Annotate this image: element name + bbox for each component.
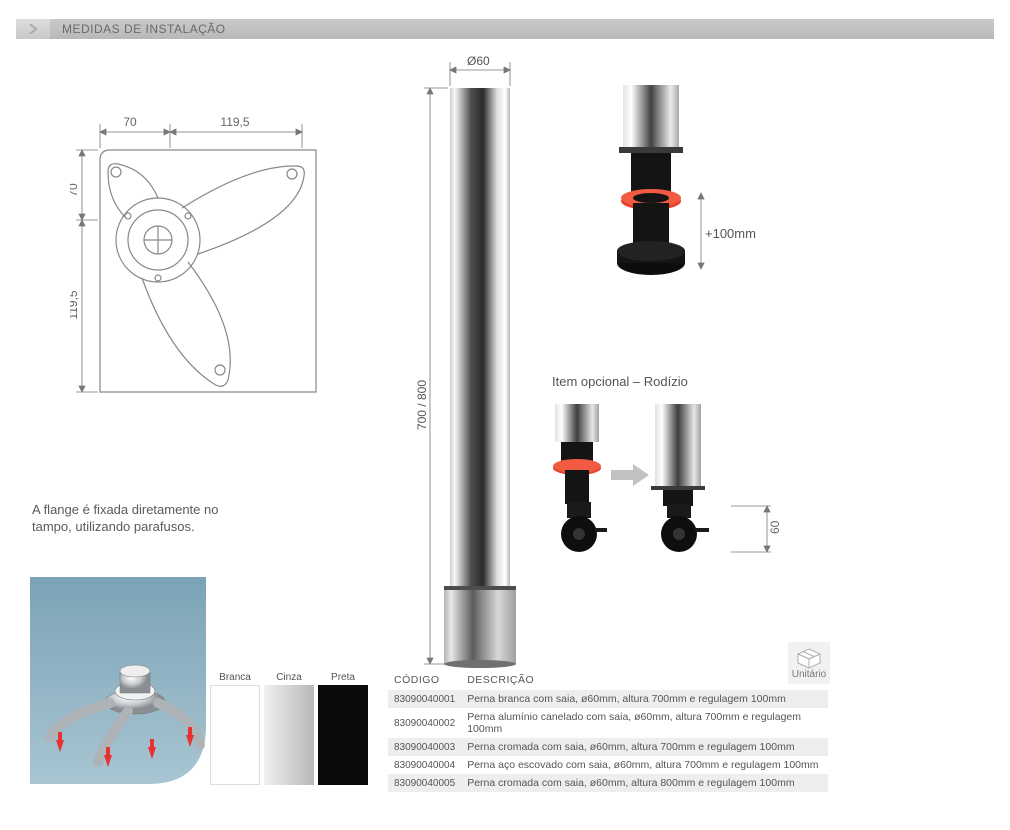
- table-row: 83090040004Perna aço escovado com saia, …: [388, 756, 828, 774]
- tube-height-label: 700 / 800: [415, 380, 429, 430]
- table-cell-code: 83090040004: [388, 756, 461, 774]
- dim-left-bottom: 119,5: [70, 290, 80, 319]
- product-table: CÓDIGO DESCRIÇÃO 83090040001Perna branca…: [388, 670, 828, 792]
- caster-dim-label: 60: [768, 520, 782, 534]
- color-swatches: Branca Cinza Preta: [210, 672, 368, 785]
- dim-top-right: 119,5: [220, 115, 249, 129]
- box-icon: [796, 647, 822, 669]
- swatch-label: Preta: [331, 672, 355, 683]
- table-header-code: CÓDIGO: [388, 670, 461, 690]
- swatch-color: [210, 685, 260, 785]
- table-cell-desc: Perna cromada com saia, ø60mm, altura 80…: [461, 774, 828, 792]
- caster-diagram: 60: [551, 404, 781, 559]
- swatch-color: [318, 685, 368, 785]
- table-cell-code: 83090040005: [388, 774, 461, 792]
- table-header-desc: DESCRIÇÃO: [461, 670, 828, 690]
- flange-photo: [30, 577, 206, 784]
- table-row: 83090040002Perna alumínio canelado com s…: [388, 708, 828, 738]
- table-cell-code: 83090040003: [388, 738, 461, 756]
- dim-top-left: 70: [123, 115, 137, 129]
- table-cell-desc: Perna branca com saia, ø60mm, altura 700…: [461, 690, 828, 708]
- swatch-preta: Preta: [318, 672, 368, 785]
- table-cell-code: 83090040002: [388, 708, 461, 738]
- table-cell-desc: Perna aço escovado com saia, ø60mm, altu…: [461, 756, 828, 774]
- foot-detail: [605, 85, 775, 285]
- table-cell-desc: Perna alumínio canelado com saia, ø60mm,…: [461, 708, 828, 738]
- table-row: 83090040003Perna cromada com saia, ø60mm…: [388, 738, 828, 756]
- section-header: MEDIDAS DE INSTALAÇÃO: [16, 19, 994, 39]
- swatch-cinza: Cinza: [264, 672, 314, 785]
- swatch-label: Branca: [219, 672, 251, 683]
- flange-diagram: 70 119,5 70 119,5: [70, 110, 330, 410]
- dim-left-top: 70: [70, 183, 80, 197]
- chevron-right-icon: [16, 19, 50, 39]
- flange-note: A flange é fixada diretamente no tampo, …: [32, 502, 252, 536]
- table-row: 83090040005Perna cromada com saia, ø60mm…: [388, 774, 828, 792]
- tube-diagram: [420, 52, 540, 672]
- swatch-branca: Branca: [210, 672, 260, 785]
- table-cell-code: 83090040001: [388, 690, 461, 708]
- table-cell-desc: Perna cromada com saia, ø60mm, altura 70…: [461, 738, 828, 756]
- tube-diameter-label: Ø60: [467, 54, 490, 68]
- foot-adjustment-label: +100mm: [705, 226, 756, 241]
- swatch-label: Cinza: [276, 672, 302, 683]
- table-row: 83090040001Perna branca com saia, ø60mm,…: [388, 690, 828, 708]
- optional-item-label: Item opcional – Rodízio: [552, 374, 688, 389]
- section-title: MEDIDAS DE INSTALAÇÃO: [50, 19, 994, 39]
- swatch-color: [264, 685, 314, 785]
